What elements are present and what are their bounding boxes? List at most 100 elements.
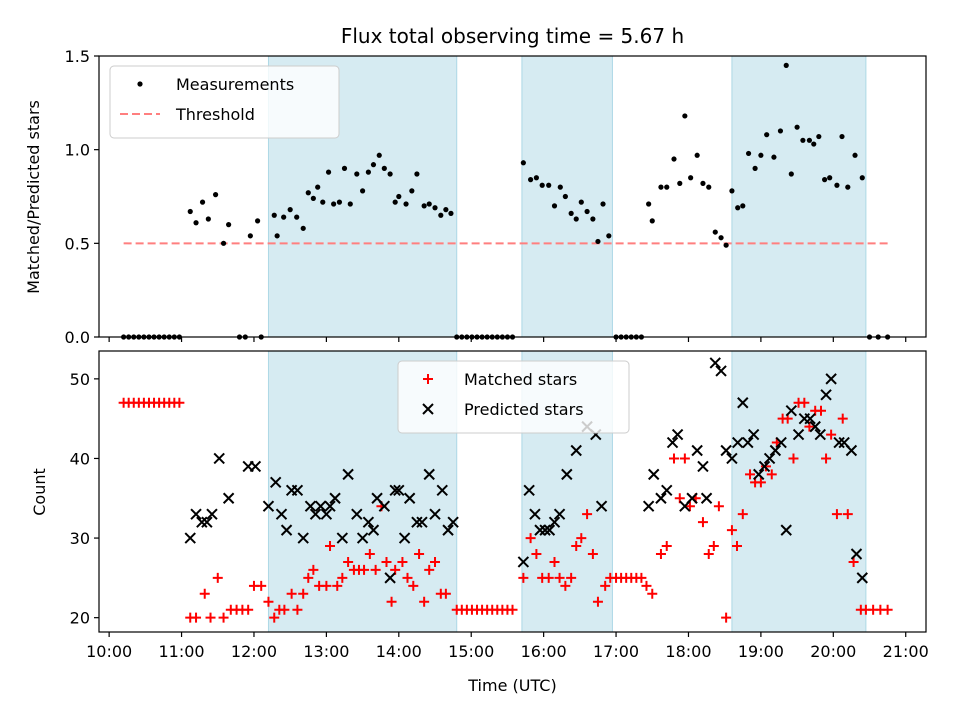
x-tick-label: 20:00 (810, 642, 856, 661)
data-point (799, 397, 810, 408)
plot-frame (98, 350, 927, 633)
data-point (370, 564, 381, 575)
data-point (806, 137, 813, 143)
data-point (220, 240, 227, 246)
x-tick-label: 16:00 (521, 642, 567, 661)
data-point (788, 453, 799, 464)
data-point (809, 420, 821, 433)
data-point (752, 165, 758, 171)
data-point (560, 580, 571, 591)
data-point (421, 203, 427, 209)
data-point (764, 132, 770, 138)
data-point (737, 509, 748, 520)
data-point (792, 428, 805, 441)
data-point (292, 604, 303, 615)
legend-label: Threshold (175, 105, 255, 124)
data-point (543, 524, 556, 536)
data-point (212, 192, 219, 198)
data-point (729, 188, 735, 194)
data-point (397, 556, 408, 567)
data-point (800, 137, 806, 143)
data-point (777, 128, 784, 134)
data-point (287, 207, 293, 213)
data-point (447, 516, 459, 528)
data-point (697, 517, 708, 528)
data-point (758, 460, 771, 473)
data-point (679, 453, 690, 464)
data-point (831, 509, 842, 520)
data-point (723, 242, 729, 248)
data-point (688, 175, 694, 181)
data-point (523, 484, 535, 497)
data-point (745, 150, 752, 157)
data-point (845, 184, 851, 190)
legend-label: Measurements (176, 75, 294, 94)
data-point (314, 500, 327, 512)
data-point (529, 508, 541, 520)
data-point (600, 201, 606, 207)
x-tick-label: 10:00 (86, 642, 132, 661)
data-point (816, 133, 822, 140)
data-point (262, 500, 275, 512)
data-point (661, 541, 672, 552)
data-point (850, 548, 863, 560)
data-point (539, 182, 545, 188)
data-point (562, 193, 568, 200)
data-point (448, 210, 454, 216)
data-point (212, 572, 223, 583)
data-point (414, 548, 425, 559)
data-point (557, 184, 563, 190)
data-point (409, 188, 415, 194)
data-point (571, 541, 582, 552)
data-point (336, 199, 343, 205)
data-point (384, 572, 396, 584)
data-point (342, 468, 354, 481)
plot-frame (98, 55, 927, 338)
data-point (715, 365, 727, 377)
data-point (365, 169, 371, 175)
data-point (291, 484, 304, 497)
bottom-panel: 20 30 40 50 10:00 11:00 12:00 13:00 14:00 15:00 16… (70, 350, 929, 661)
data-point (747, 428, 760, 441)
data-point (590, 216, 596, 222)
data-point (763, 452, 776, 465)
data-point (337, 572, 348, 583)
chart-title: Flux total observing time = 5.67 h (341, 24, 684, 48)
data-point (206, 508, 218, 520)
legend-label: Matched stars (464, 370, 577, 389)
data-point (785, 404, 798, 417)
bottom-y-axis-label: Count (30, 468, 49, 516)
data-point (578, 199, 584, 205)
data-point (398, 532, 411, 544)
x-tick-label: 18:00 (665, 642, 711, 661)
data-point (271, 212, 277, 218)
x-tick-label: 13:00 (303, 642, 349, 661)
data-point (677, 180, 683, 186)
y-tick-label: 30 (70, 529, 90, 548)
data-point (256, 580, 267, 591)
data-point (655, 492, 667, 504)
data-point (584, 208, 590, 215)
shaded-interval (731, 350, 867, 633)
data-point (331, 201, 337, 207)
x-tick-label: 15:00 (448, 642, 494, 661)
data-point (387, 171, 393, 177)
data-point (721, 612, 732, 623)
data-point (771, 154, 777, 160)
data-point (426, 201, 432, 207)
data-point (737, 397, 749, 409)
top-y-axis-label: Matched/Predicted stars (24, 100, 43, 294)
data-point (378, 500, 391, 512)
data-point (199, 199, 206, 205)
data-point (712, 229, 718, 235)
data-point (359, 188, 366, 194)
data-point (814, 428, 826, 441)
data-point (592, 596, 603, 607)
data-point (775, 436, 787, 449)
data-point (561, 468, 573, 481)
legend-marker (137, 81, 143, 87)
data-point (218, 612, 229, 623)
data-point (243, 604, 254, 615)
data-point (416, 516, 428, 528)
data-point (205, 612, 216, 623)
